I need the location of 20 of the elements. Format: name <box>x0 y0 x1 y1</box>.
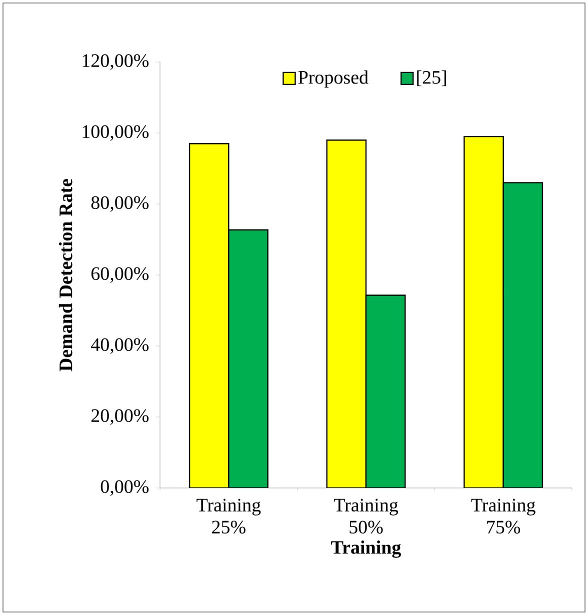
x-tick-label: Training 25% <box>196 498 261 534</box>
y-axis-title: Demand Detection Rate <box>58 178 72 372</box>
y-tick-label: 20,00% <box>91 409 149 425</box>
y-tick-label: 60,00% <box>91 267 149 283</box>
x-tick-label: Training 50% <box>334 498 398 534</box>
bar <box>365 294 406 488</box>
x-tick-label: Training 75% <box>471 498 536 534</box>
x-axis-title: Training <box>331 540 402 558</box>
bar <box>326 139 367 488</box>
legend-label: [25] <box>417 70 446 86</box>
bar <box>502 182 544 488</box>
y-tick-label: 120,00% <box>82 54 149 70</box>
y-tick-label: 0,00% <box>100 480 149 496</box>
bar <box>228 229 268 488</box>
bar <box>464 136 504 488</box>
legend-label: Proposed <box>298 70 368 88</box>
y-tick-label: 100,00% <box>82 125 149 141</box>
bar <box>188 143 230 488</box>
y-tick-label: 80,00% <box>91 196 149 212</box>
y-tick-label: 40,00% <box>91 338 149 354</box>
